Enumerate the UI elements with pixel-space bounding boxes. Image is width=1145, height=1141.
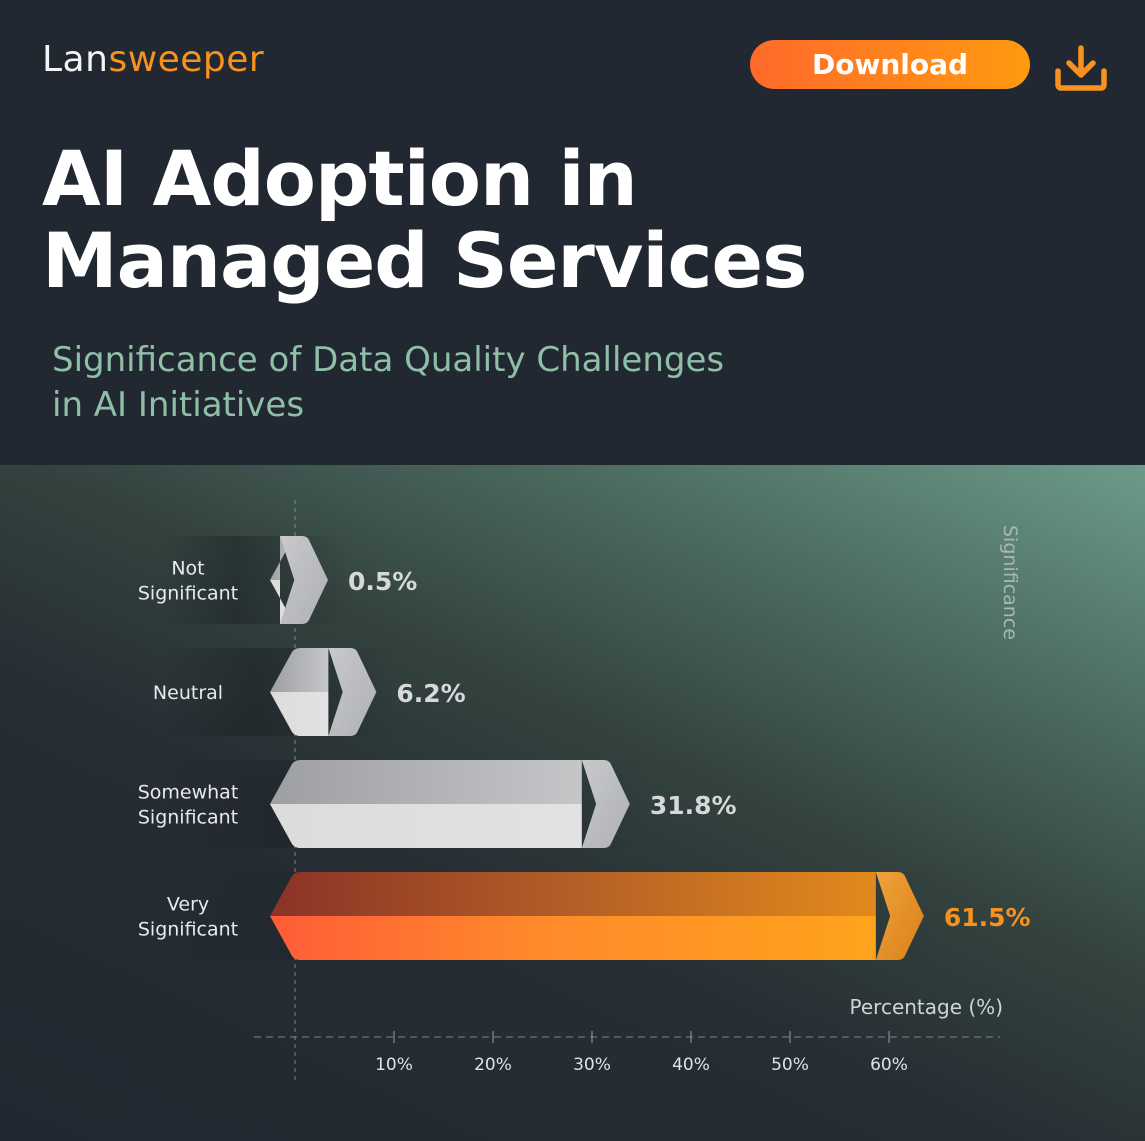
- category-label: Significant: [138, 583, 238, 605]
- bar-top-face: [270, 872, 876, 916]
- category-label: Neutral: [153, 682, 223, 704]
- bar-value-label: 31.8%: [650, 791, 737, 820]
- bar-value-label: 61.5%: [944, 903, 1031, 932]
- x-tick-label: 20%: [474, 1055, 512, 1075]
- category-label: Significant: [138, 919, 238, 941]
- bar-2: [270, 760, 630, 848]
- title-line-2: Managed Services: [42, 216, 807, 305]
- download-icon[interactable]: [1053, 44, 1109, 92]
- lansweeper-logo: Lansweeper: [42, 36, 264, 84]
- x-tick-label: 10%: [375, 1055, 413, 1075]
- bar-top-face: [270, 536, 300, 580]
- category-label: Significant: [138, 807, 238, 829]
- logo-text-lan: Lan: [42, 39, 109, 80]
- logo-text-sweeper: sweeper: [108, 39, 265, 80]
- subtitle-line-2: in AI Initiatives: [52, 385, 305, 425]
- y-axis-title: Significance: [999, 525, 1021, 640]
- bar-end-cap: [581, 760, 630, 848]
- x-tick-label: 30%: [573, 1055, 611, 1075]
- bar-1: [270, 648, 377, 736]
- x-axis-title: Percentage (%): [850, 995, 1003, 1019]
- x-tick-label: 50%: [771, 1055, 809, 1075]
- bar-end-cap: [280, 536, 328, 624]
- bar-3: [270, 872, 924, 960]
- x-tick-label: 40%: [672, 1055, 710, 1075]
- chart-subtitle: Significance of Data Quality Challenges …: [52, 338, 724, 428]
- bar-top-face: [270, 760, 582, 804]
- bar-bottom-face: [270, 916, 876, 960]
- download-button[interactable]: Download: [750, 40, 1030, 89]
- bar-bottom-face: [270, 580, 300, 624]
- page-title: AI Adoption in Managed Services: [42, 134, 807, 305]
- category-label: Not: [171, 558, 204, 580]
- bar-top-face: [270, 648, 329, 692]
- x-tick-label: 60%: [870, 1055, 908, 1075]
- bar-bottom-face: [270, 692, 329, 736]
- bar-0: [270, 536, 328, 624]
- bar-value-label: 0.5%: [348, 567, 417, 596]
- bar-end-cap: [328, 648, 377, 736]
- bar-end-cap: [875, 872, 924, 960]
- bar-value-label: 6.2%: [396, 679, 465, 708]
- subtitle-line-1: Significance of Data Quality Challenges: [52, 340, 725, 380]
- title-line-1: AI Adoption in: [42, 134, 638, 223]
- category-label: Very: [167, 894, 209, 916]
- category-label: Somewhat: [138, 782, 239, 804]
- bar-bottom-face: [270, 804, 582, 848]
